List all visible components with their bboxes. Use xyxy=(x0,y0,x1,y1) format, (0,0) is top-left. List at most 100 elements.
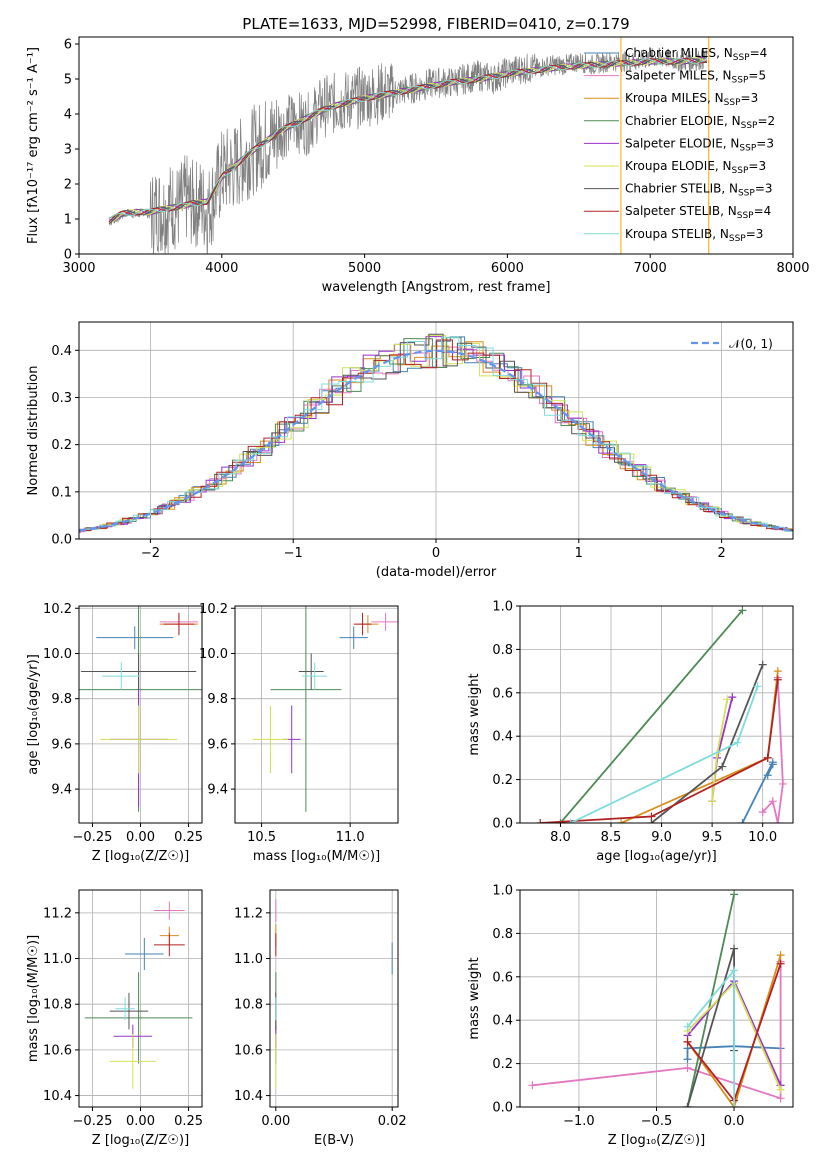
axes-frame xyxy=(78,36,794,255)
x-tick-label: 5000 xyxy=(348,261,381,276)
histogram-step-3 xyxy=(79,337,793,532)
panel-spectrum: 3000 4000 5000 6000 7000 8000 0 1 2 3 4 5 6 wavelengt… xyxy=(26,36,810,295)
legend-sub: SSP xyxy=(724,98,741,108)
legend-sub: SSP xyxy=(732,166,749,176)
y-tick-label: 0.2 xyxy=(492,773,513,788)
y-tick-label: 9.8 xyxy=(51,692,72,707)
x-axis-label: wavelength [Angstrom, rest frame] xyxy=(322,280,551,295)
weight-line-0 xyxy=(686,1045,781,1060)
weight-marker xyxy=(683,1037,692,1046)
y-tick-label: 10.6 xyxy=(234,1043,263,1058)
legend-label: Salpeter STELIB, N xyxy=(625,204,737,218)
weight-marker xyxy=(730,966,739,975)
weight-marker xyxy=(683,1063,692,1072)
legend-eq: =4 xyxy=(750,46,768,60)
legend-entry: Kroupa STELIB, NSSP=3 xyxy=(625,227,763,244)
panel-age_vs_Z: −0.25 0.00 0.25 9.4 9.6 9.8 10.0 10.2 Z [log₁₀(Z… xyxy=(26,602,203,864)
panel-residuals: −2 −1 0 1 2 0.0 0.1 0.2 0.3 0.4 (data-model)/error… xyxy=(26,321,794,580)
x-tick-label: −0.5 xyxy=(641,1114,673,1129)
x-tick-label: 11.0 xyxy=(336,830,365,845)
weight-marker xyxy=(730,944,739,953)
legend-label: Salpeter ELODIE, N xyxy=(625,136,739,150)
y-tick-label: 0.2 xyxy=(51,438,72,453)
y-tick-label: 10.6 xyxy=(43,1043,72,1058)
weight-marker xyxy=(683,1022,692,1031)
y-tick-label: 10.2 xyxy=(43,602,72,617)
legend-label: Chabrier ELODIE, N xyxy=(625,114,741,128)
legend-label: Salpeter MILES, N xyxy=(625,69,732,83)
weight-marker xyxy=(528,1081,537,1090)
weight-marker xyxy=(728,693,737,702)
legend-eq: =4 xyxy=(754,204,772,218)
y-tick-label: 11.2 xyxy=(234,906,263,921)
x-tick-label: −0.25 xyxy=(73,1114,113,1129)
x-tick-label: 6000 xyxy=(491,261,524,276)
weight-marker xyxy=(773,667,782,676)
histogram-step-4 xyxy=(79,336,793,533)
x-tick-label: 10.0 xyxy=(748,830,777,845)
legend-entry: Chabrier STELIB, NSSP=3 xyxy=(625,182,773,199)
x-tick-label: 10.5 xyxy=(247,830,276,845)
y-tick-label: 5 xyxy=(64,73,72,88)
legend-label: Chabrier MILES, N xyxy=(625,46,733,60)
x-tick-label: 0.0 xyxy=(724,1114,745,1129)
y-tick-label: 0.8 xyxy=(492,643,513,658)
axes-frame xyxy=(78,889,203,1108)
x-axis-label: (data-model)/error xyxy=(376,565,497,580)
weight-marker xyxy=(758,808,767,817)
plot-layer xyxy=(108,37,710,254)
model-fit-line-8 xyxy=(108,57,708,220)
plot-area: 3000 4000 5000 6000 7000 8000 0 1 2 3 4 5 6 wavelengt… xyxy=(26,36,810,1148)
y-tick-label: 9.6 xyxy=(51,737,72,752)
weight-marker xyxy=(776,1085,785,1094)
legend-eq: =5 xyxy=(748,69,766,83)
weight-marker xyxy=(776,959,785,968)
x-axis-label: Z [log₁₀(Z/Z☉)] xyxy=(92,1133,189,1148)
x-tick-label: −1 xyxy=(284,546,303,561)
plot-layer xyxy=(79,606,202,823)
y-tick-label: 10.4 xyxy=(43,1089,72,1104)
weight-marker xyxy=(730,1103,739,1107)
weight-marker xyxy=(773,819,782,823)
plot-layer xyxy=(79,890,202,1107)
y-tick-label: 9.8 xyxy=(207,692,228,707)
plot-layer xyxy=(520,890,793,1107)
legend-eq: =3 xyxy=(748,159,766,173)
y-tick-label: 9.4 xyxy=(207,783,228,798)
panel-mass_vs_EBV: 0.00 0.02 10.4 10.6 10.8 11.0 11.2 E(B-V) xyxy=(234,889,407,1148)
panel-weight_vs_age: 8.0 8.5 9.0 9.5 10.0 0.0 0.2 0.4 0.6 0.8 1.0 age [l… xyxy=(467,600,794,864)
x-tick-label: 9.0 xyxy=(651,830,672,845)
y-tick-label: 10.8 xyxy=(43,998,72,1013)
legend-entry: Kroupa MILES, NSSP=3 xyxy=(625,91,758,108)
weight-line-3 xyxy=(686,894,735,1107)
y-tick-label: 9.4 xyxy=(51,783,72,798)
x-tick-label: 1 xyxy=(575,546,583,561)
panel-weight_vs_Z: −1.0 −0.5 0.0 0.0 0.2 0.4 0.6 0.8 1.0 Z [log₁₀(Z/… xyxy=(467,884,794,1148)
y-tick-label: 3 xyxy=(64,143,72,158)
legend-eq: =2 xyxy=(757,114,775,128)
legend-entry: Chabrier MILES, NSSP=4 xyxy=(625,46,767,63)
gaussian-curve xyxy=(79,349,793,532)
weight-marker xyxy=(738,606,747,615)
weight-marker xyxy=(776,1094,785,1103)
x-tick-label: 0 xyxy=(432,546,440,561)
plot-layer xyxy=(79,322,793,539)
model-fit-line-3 xyxy=(108,56,707,219)
y-axis-label: Flux [fλ10⁻¹⁷ erg cm⁻² s⁻¹ A⁻¹] xyxy=(26,47,41,244)
legend-sub: SSP xyxy=(733,53,750,63)
y-tick-label: 0.2 xyxy=(492,1057,513,1072)
weight-marker xyxy=(768,760,777,769)
x-tick-label: 0.25 xyxy=(174,1114,203,1129)
legend-entry: Chabrier ELODIE, NSSP=2 xyxy=(625,114,775,131)
legend-sub: SSP xyxy=(738,189,755,199)
weight-line-1 xyxy=(762,677,784,823)
x-axis-label: Z [log₁₀(Z/Z☉)] xyxy=(608,1133,705,1148)
legend-entry: Salpeter MILES, NSSP=5 xyxy=(625,69,766,86)
weight-line-2 xyxy=(686,954,782,1107)
weight-marker xyxy=(758,660,767,669)
y-tick-label: 0 xyxy=(64,248,72,263)
x-axis-label: E(B-V) xyxy=(314,1133,354,1148)
legend-label: Kroupa MILES, N xyxy=(625,91,724,105)
x-tick-label: −2 xyxy=(141,546,160,561)
y-tick-label: 0.0 xyxy=(51,533,72,548)
